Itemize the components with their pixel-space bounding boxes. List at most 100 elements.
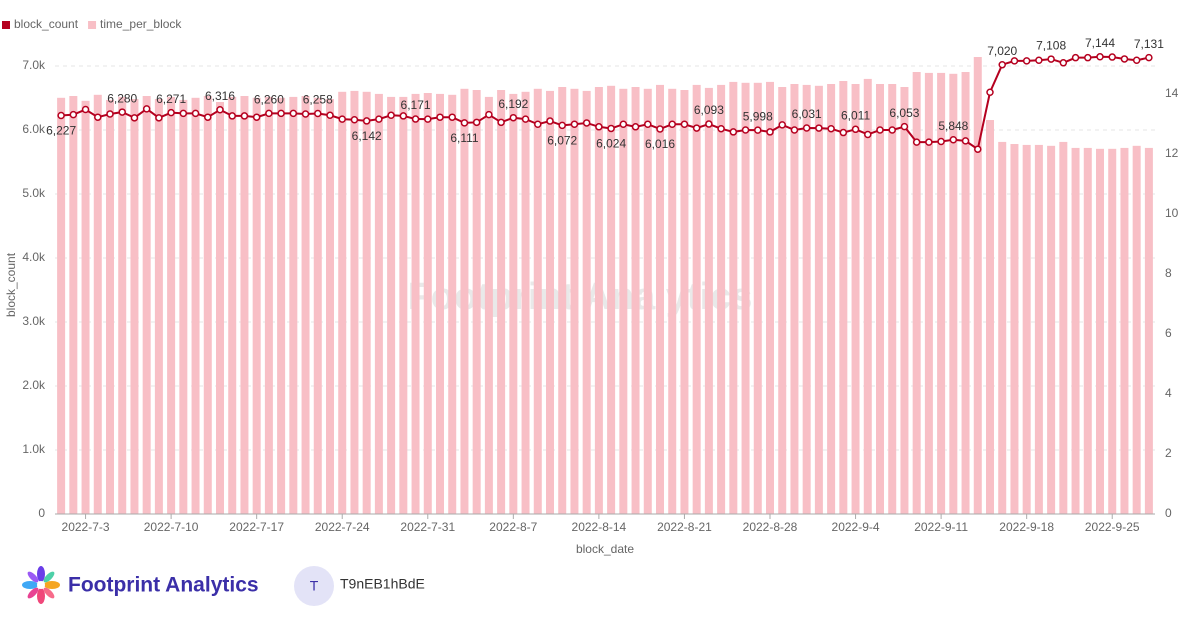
y2-tick-label: 2 (1165, 446, 1172, 460)
point (925, 138, 933, 146)
y-tick-label: 6.0k (22, 122, 46, 136)
bar (1047, 145, 1056, 514)
bar (411, 93, 420, 515)
bar (900, 87, 909, 514)
point (411, 115, 420, 123)
point (1047, 55, 1055, 63)
value-label: 6,271 (156, 92, 186, 106)
bar (949, 73, 958, 514)
x-tick-label: 2022-7-31 (400, 520, 455, 534)
point (619, 120, 628, 128)
bar (118, 96, 127, 515)
bar (692, 84, 701, 514)
x-tick-label: 2022-8-14 (572, 520, 627, 534)
value-label: 7,144 (1085, 36, 1115, 50)
bar (521, 91, 530, 515)
point (546, 117, 554, 125)
point (424, 115, 432, 123)
bar (301, 96, 310, 514)
point (1120, 55, 1129, 63)
value-label: 6,142 (352, 129, 382, 143)
point (766, 128, 774, 136)
bar (546, 90, 554, 515)
bar (680, 90, 689, 514)
point (1022, 57, 1031, 65)
point (57, 111, 65, 120)
point (937, 137, 945, 146)
point (350, 116, 359, 124)
watermark: Footprint Analytics (408, 276, 753, 318)
point (472, 118, 481, 127)
bar (142, 96, 151, 514)
point (692, 124, 701, 132)
point (204, 113, 212, 121)
bar (313, 97, 322, 514)
x-tick-label: 2022-9-25 (1085, 520, 1140, 534)
x-axis-title: block_date (576, 542, 634, 556)
point (900, 122, 909, 131)
bar (1108, 148, 1117, 514)
point (497, 118, 505, 127)
point (1035, 56, 1043, 64)
bar (888, 84, 897, 514)
line (61, 55, 1150, 151)
value-label: 6,280 (107, 91, 137, 105)
bar (436, 93, 444, 515)
point (216, 106, 224, 114)
bar (81, 100, 90, 514)
y-tick-label: 2.0k (22, 378, 46, 392)
point (1010, 57, 1019, 65)
value-label: 5,998 (743, 109, 773, 123)
bar (766, 81, 774, 514)
value-label: 7,108 (1036, 38, 1066, 52)
bar (472, 90, 481, 514)
bar (1120, 147, 1129, 515)
legend-label: time_per_block (100, 17, 182, 31)
avatar-initial: T (310, 578, 319, 594)
avatar (294, 566, 334, 606)
point (802, 124, 811, 132)
bar (1034, 144, 1043, 515)
bar (1059, 141, 1068, 515)
x-tick-label: 2022-9-11 (914, 520, 968, 534)
point (827, 124, 835, 133)
bar (130, 99, 139, 514)
y-tick-label: 5.0k (22, 186, 46, 200)
y2-tick-label: 12 (1165, 146, 1179, 160)
value-label: 5,848 (938, 119, 968, 133)
y-axis-title: block_count (4, 252, 18, 317)
value-label: 6,260 (254, 93, 284, 107)
point (240, 112, 249, 120)
value-label: 7,131 (1134, 37, 1164, 51)
bar (668, 88, 677, 515)
point (448, 113, 456, 121)
point (301, 110, 310, 118)
point (717, 124, 725, 133)
value-label: 6,258 (303, 93, 333, 107)
value-label: 6,171 (401, 98, 431, 112)
point (754, 126, 762, 134)
point (81, 105, 90, 114)
bar (216, 102, 224, 515)
point (191, 109, 200, 118)
point (644, 120, 652, 128)
bar (350, 90, 359, 515)
bar (1071, 147, 1080, 515)
bar (509, 93, 518, 515)
point (607, 124, 615, 133)
bar (558, 87, 567, 514)
point (1084, 53, 1092, 62)
bar (374, 93, 383, 515)
bar (387, 96, 396, 515)
bar (937, 72, 946, 514)
x-tick-label: 2022-7-3 (62, 520, 110, 534)
point (582, 119, 591, 127)
bar (961, 72, 970, 514)
x-tick-label: 2022-7-24 (315, 520, 370, 534)
bar (399, 96, 408, 515)
bar (753, 82, 762, 515)
value-label: 6,011 (841, 108, 870, 122)
point (1132, 56, 1141, 64)
value-label: 6,093 (694, 103, 724, 117)
bar (741, 82, 750, 515)
